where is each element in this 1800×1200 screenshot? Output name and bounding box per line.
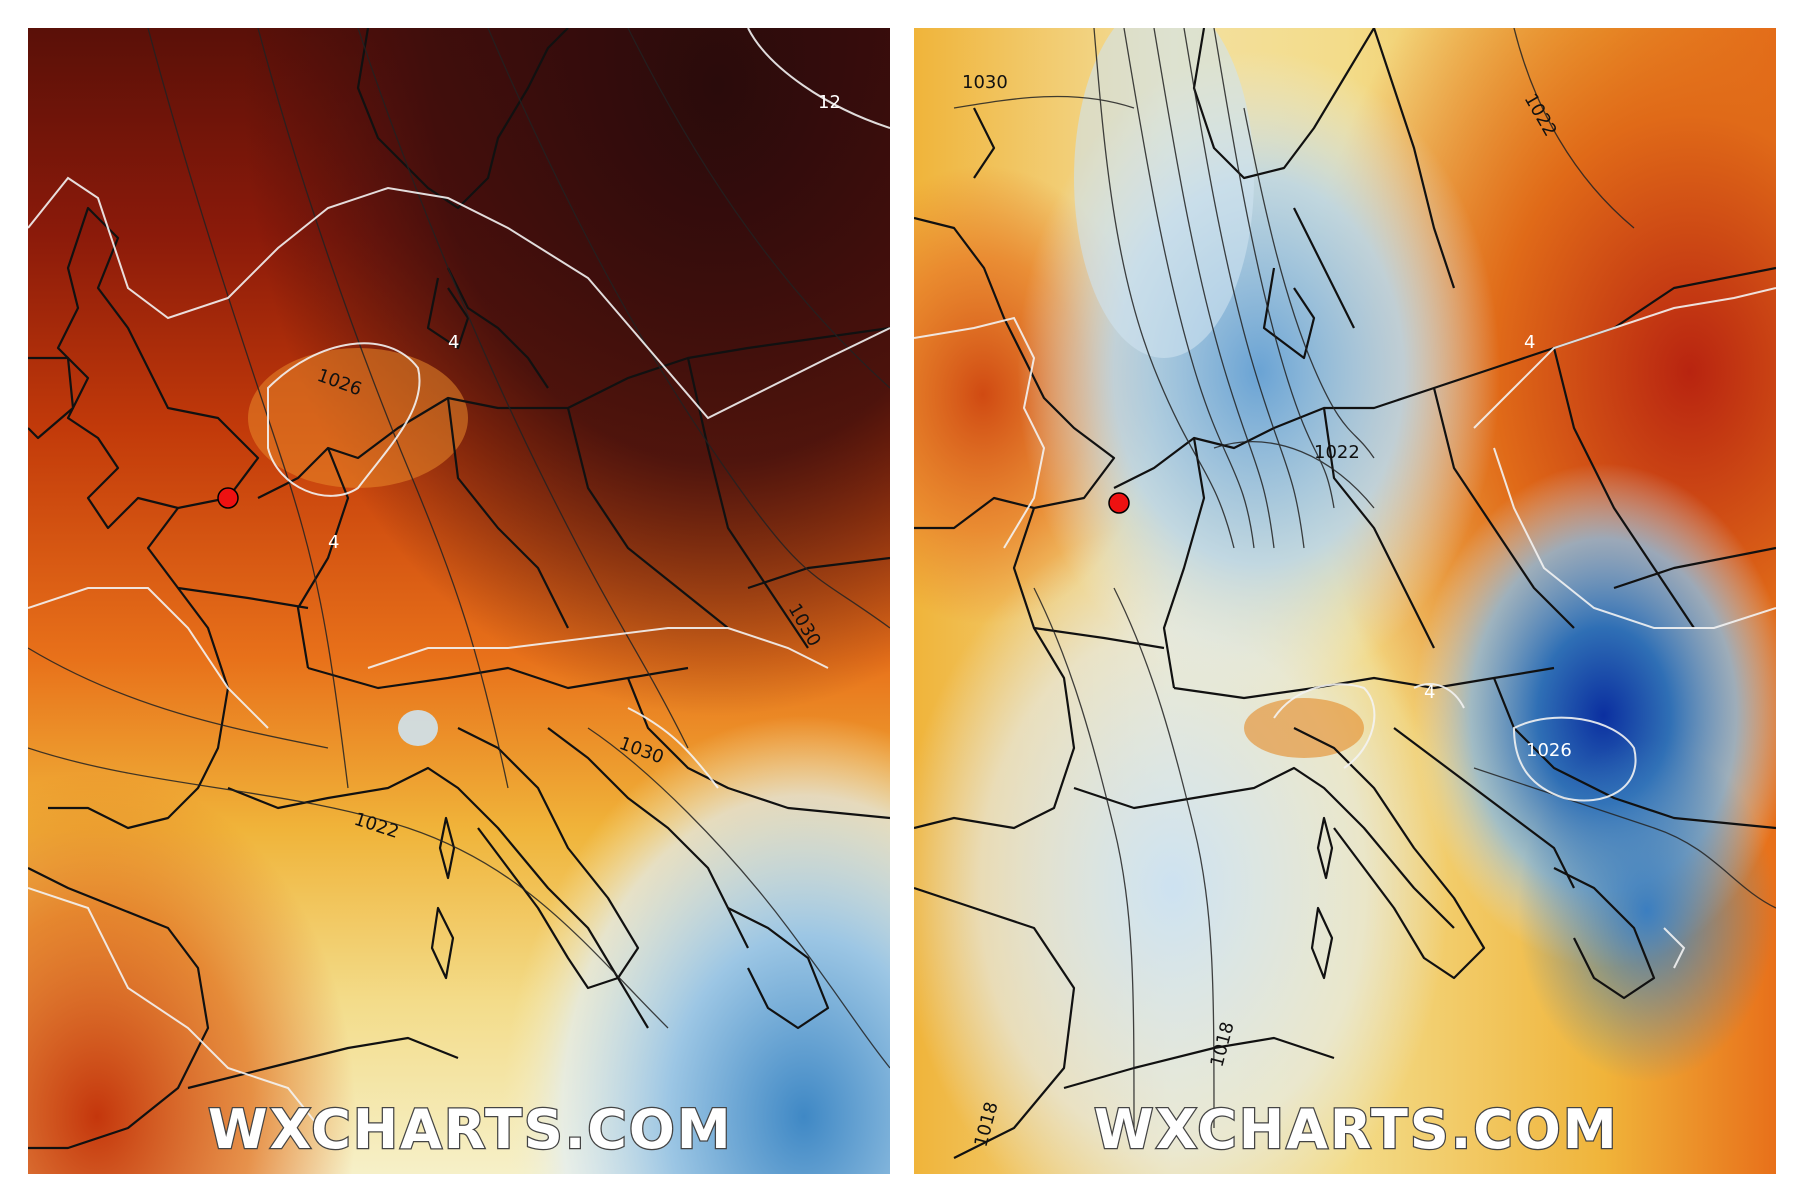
watermark: WXCHARTS.COM <box>1094 1098 1619 1161</box>
isobar-label: 1022 <box>1314 442 1360 463</box>
contour-label: 1026 <box>1526 740 1572 761</box>
contour-label: 4 <box>328 532 339 553</box>
temperature-anomaly-map-right: 1030 1022 1022 1026 1018 1018 4 4 WXCHAR… <box>914 28 1776 1174</box>
contour-label: 4 <box>448 332 459 353</box>
contour-label: 4 <box>1424 682 1435 703</box>
isobar-label: 1030 <box>962 72 1008 93</box>
weather-map-right: 1030 1022 1022 1026 1018 1018 4 4 WXCHAR… <box>914 28 1776 1174</box>
temperature-anomaly-map-left: 1026 1022 1030 1030 4 4 12 WXCHARTS.COM <box>28 28 890 1174</box>
contour-label: 12 <box>818 92 841 113</box>
location-marker <box>1108 492 1130 514</box>
weather-map-left: 1026 1022 1030 1030 4 4 12 WXCHARTS.COM <box>28 28 890 1174</box>
watermark: WXCHARTS.COM <box>208 1098 733 1161</box>
contour-label: 4 <box>1524 332 1535 353</box>
location-marker <box>217 487 239 509</box>
